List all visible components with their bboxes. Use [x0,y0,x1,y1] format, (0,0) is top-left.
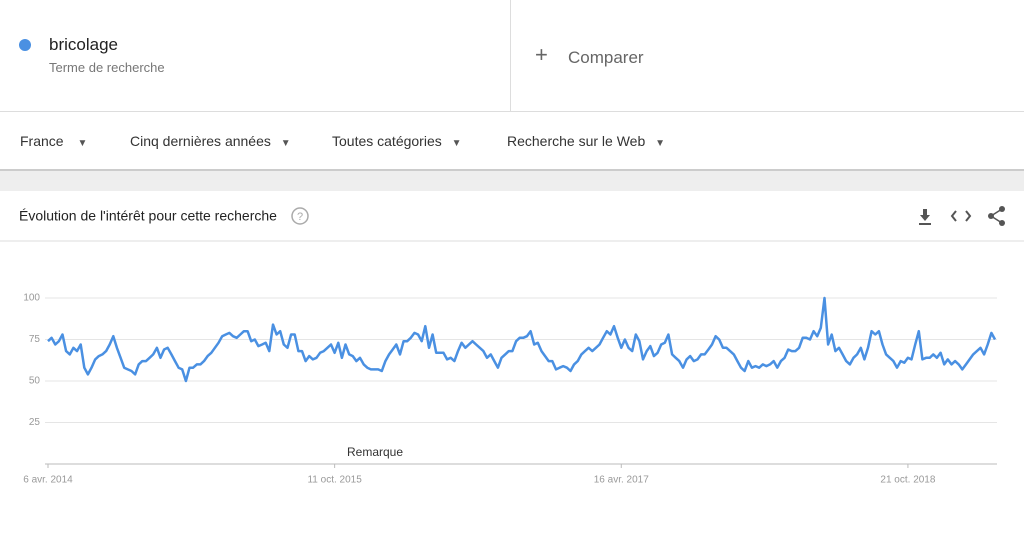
x-tick-label: 6 avr. 2014 [23,475,73,486]
y-tick-label: 50 [29,376,41,387]
help-icon[interactable]: ? [291,207,309,225]
compare[interactable]: + Comparer [510,0,1024,112]
svg-text:?: ? [297,211,303,223]
plus-icon: + [535,42,548,67]
y-tick-label: 100 [23,293,40,304]
filter[interactable]: France ▼ [20,133,87,149]
y-tick-label: 25 [29,417,41,428]
filter[interactable]: Recherche sur le Web ▼ [507,133,665,149]
chart-title: Évolution de l'intérêt pour cette recher… [19,208,277,224]
search-term[interactable]: bricolage Terme de recherche [0,0,510,112]
filter[interactable]: Cinq dernières années ▼ [130,133,291,149]
x-tick-label: 21 oct. 2018 [880,475,935,486]
x-tick-label: 16 avr. 2017 [594,475,649,486]
filter[interactable]: Toutes catégories ▼ [332,133,462,149]
dropdown-arrow: ▼ [77,138,88,149]
dropdown-arrow: ▼ [451,138,462,149]
y-tick-label: 75 [29,334,41,345]
annotation: Remarque [347,445,403,459]
download-icon[interactable] [919,209,931,225]
x-tick-label: 11 oct. 2015 [307,475,362,486]
separator [0,171,1024,191]
term-type: Terme de recherche [49,60,165,75]
term: bricolage [49,35,118,54]
filter-label: Cinq dernières années [130,133,271,149]
chart: Évolution de l'intérêt pour cette recher… [0,206,1024,486]
filter-label: France [20,133,64,149]
series-dot [19,39,31,51]
filter-label: Toutes catégories [332,133,442,149]
dropdown-arrow: ▼ [655,138,666,149]
filter-label: Recherche sur le Web [507,133,646,149]
plot: 25 50 75 100 6 avr. 2014 11 oct. 2015 16 avr. … [23,293,997,486]
dropdown-arrow: ▼ [280,138,291,149]
series-line [47,296,997,383]
embed-icon[interactable] [950,210,972,222]
compare-label: Comparer [568,48,644,67]
share-icon[interactable] [988,206,1005,226]
filter-bar: France ▼ Cinq dernières années ▼ Toutes … [0,112,1024,171]
